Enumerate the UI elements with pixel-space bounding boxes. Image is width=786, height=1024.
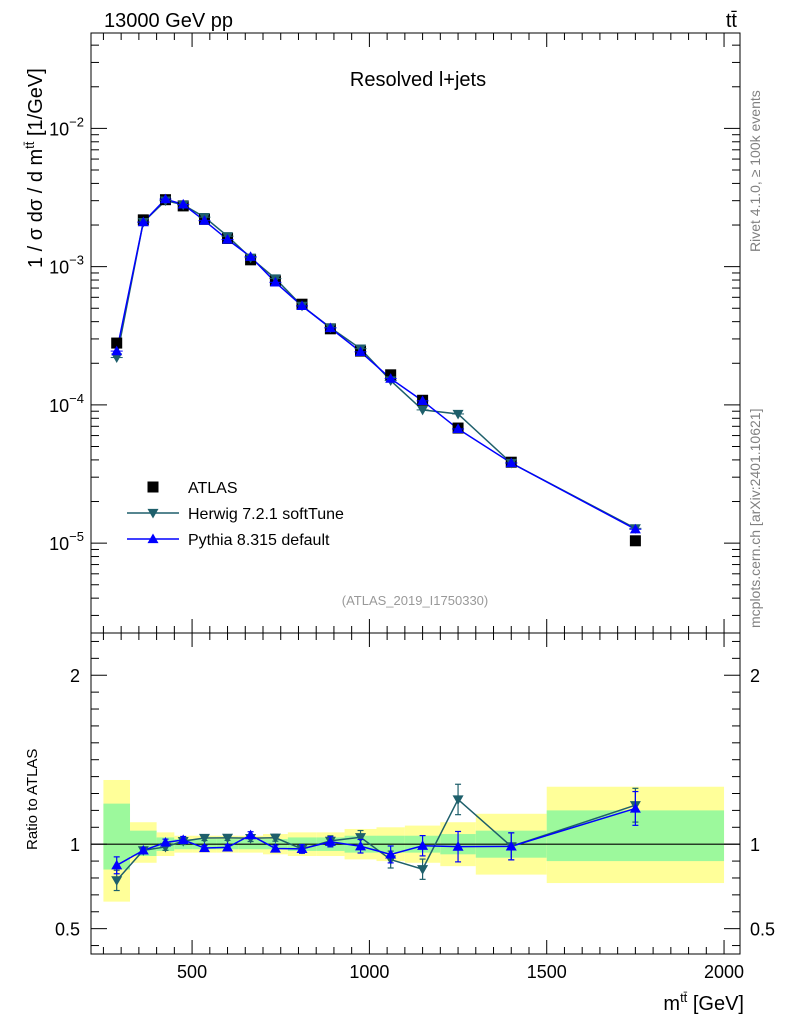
pythia-ratio-point-10 (355, 840, 367, 851)
plot-title: Resolved l+jets (350, 69, 486, 91)
pythia-ratio-line (116, 807, 636, 866)
x-tick-label: 2000 (704, 962, 744, 982)
herwig-ratio-line (116, 798, 636, 881)
ratio-y-tick-label-left: 2 (70, 666, 80, 686)
pythia-point-1 (137, 216, 149, 227)
herwig-ratio-point-4 (198, 833, 210, 844)
energy-label: 13000 GeV pp (104, 10, 233, 32)
pythia-ratio-point-8 (296, 843, 308, 854)
herwig-ratio-point-13 (452, 795, 464, 805)
pythia-ratio-point-4 (198, 842, 210, 853)
herwig-point-0 (111, 353, 123, 364)
pythia-point-14 (505, 457, 517, 468)
herwig-ratio-point-12 (417, 865, 429, 875)
pythia-ratio-point-2 (159, 837, 171, 847)
pythia-point-2 (159, 193, 171, 204)
process-label: tt̄ (726, 10, 738, 32)
ratio-y-tick-label-right: 1 (750, 835, 760, 855)
pythia-ratio-point-13 (452, 841, 464, 851)
pythia-ratio-point-9 (324, 836, 336, 846)
atlas-point-15 (629, 535, 641, 547)
pythia-point-6 (245, 251, 257, 261)
pythia-point-0 (111, 345, 123, 356)
y-axis-title: 1 / σ dσ / d mtt̄ [1/GeV] (22, 68, 47, 268)
ratio-y-axis-title: Ratio to ATLAS (24, 749, 41, 850)
rivet-label: Rivet 4.1.0, ≥ 100k events (747, 90, 763, 252)
pythia-ratio-point-11 (385, 848, 397, 859)
y-tick-label: 10−5 (49, 529, 84, 554)
pythia-point-13 (452, 423, 464, 434)
x-tick-label: 1000 (349, 962, 389, 982)
herwig-ratio-point-7 (269, 833, 281, 844)
pythia-line (115, 198, 636, 530)
ratio-y-tick-label-right: 0.5 (750, 920, 775, 940)
pythia-point-4 (198, 215, 210, 225)
legend-marker-2 (147, 533, 159, 544)
x-axis-title: mtt̄ [GeV] (663, 990, 744, 1015)
pythia-ratio-point-5 (222, 841, 234, 852)
herwig-ratio-point-5 (222, 833, 234, 844)
source-label: mcplots.cern.ch [arXiv:2401.10621] (747, 409, 763, 628)
legend: ATLAS Herwig 7.2.1 softTune Pythia 8.315 d… (127, 480, 344, 549)
analysis-id: (ATLAS_2019_I1750330) (342, 593, 488, 608)
herwig-point-12 (417, 405, 429, 416)
pythia-point-8 (296, 300, 308, 311)
pythia-point-9 (324, 322, 336, 333)
x-tick-label: 1500 (527, 962, 567, 982)
herwig-line (115, 199, 636, 529)
pythia-point-5 (222, 234, 234, 244)
pythia-point-12 (417, 395, 429, 405)
pythia-point-3 (177, 198, 189, 209)
ratio-plot: 500 1000 1500 2000 0.5 0.5 1 1 2 2 (55, 632, 775, 982)
pythia-ratio-point-6 (245, 829, 257, 840)
legend-label-0: ATLAS (188, 480, 238, 497)
ratio-y-tick-label-left: 0.5 (55, 920, 80, 940)
legend-label-2: Pythia 8.315 default (188, 532, 330, 549)
pythia-point-7 (269, 276, 281, 287)
y-tick-label: 10−3 (49, 253, 84, 278)
x-tick-label: 500 (177, 962, 207, 982)
pythia-ratio-point-1 (137, 844, 149, 855)
herwig-point-13 (452, 409, 464, 420)
pythia-point-10 (355, 346, 367, 356)
main-plot: 10−2 10−3 10−4 10−5 Resolved l+jets (ATLAS_… (49, 32, 741, 634)
pythia-point-15 (629, 523, 641, 534)
pythia-ratio-point-3 (177, 834, 189, 845)
legend-label-1: Herwig 7.2.1 softTune (188, 506, 344, 523)
legend-marker-1 (147, 508, 159, 519)
atlas-point-0 (111, 337, 123, 349)
y-tick-label: 10−4 (49, 391, 84, 416)
herwig-ratio-point-0 (111, 876, 123, 886)
ratio-y-tick-label-right: 2 (750, 666, 760, 686)
pythia-ratio-point-15 (629, 802, 641, 813)
pythia-point-11 (385, 373, 397, 383)
herwig-ratio-point-10 (355, 833, 367, 843)
legend-marker-atlas (147, 481, 159, 493)
pythia-ratio-point-0 (111, 859, 123, 870)
pythia-ratio-point-14 (505, 840, 517, 851)
ratio-y-tick-label-left: 1 (70, 835, 80, 855)
pythia-ratio-point-7 (269, 842, 281, 853)
pythia-ratio-point-12 (417, 840, 429, 850)
y-tick-label: 10−2 (49, 114, 84, 139)
